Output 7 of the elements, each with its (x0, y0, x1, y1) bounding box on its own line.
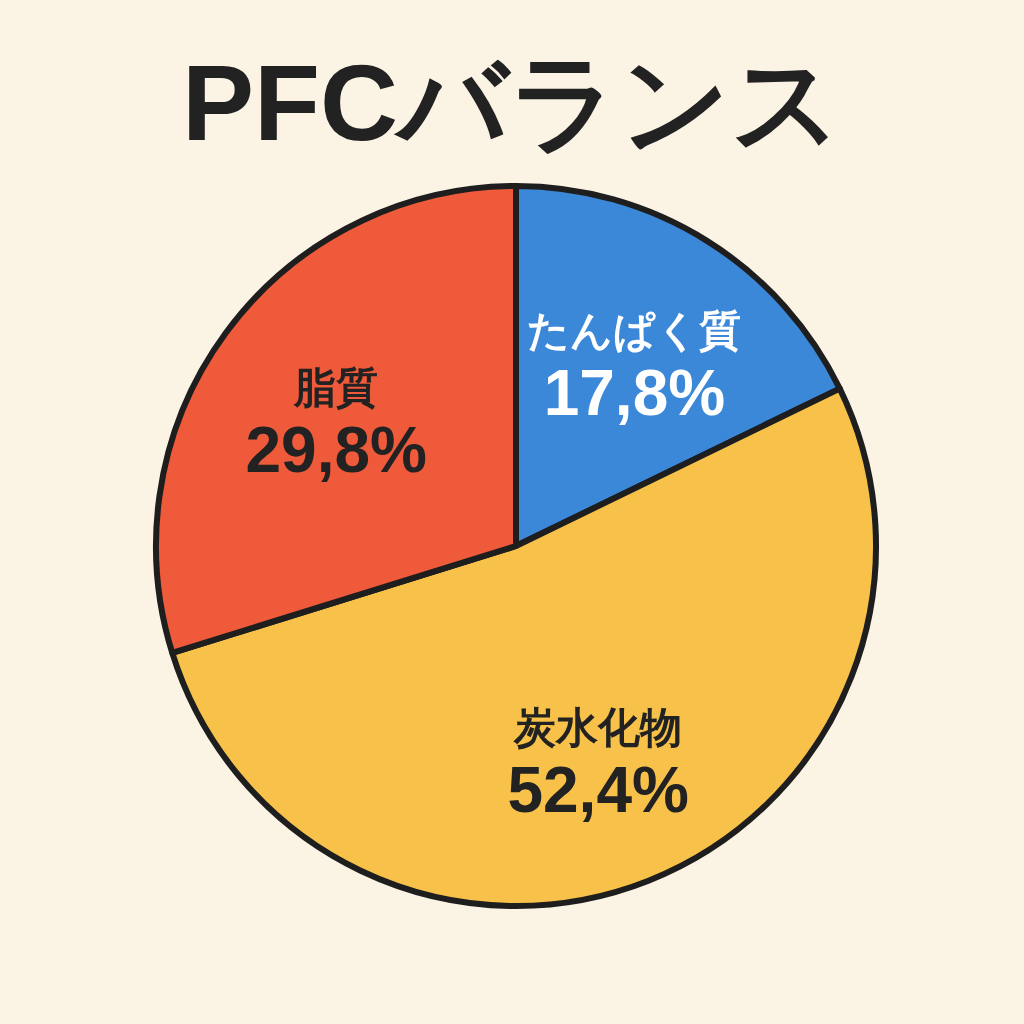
slice-label: たんぱく質 (527, 306, 742, 354)
slice-label: 炭水化物 (513, 703, 683, 751)
data-label: 17,8% (543, 356, 726, 429)
chart-title: PFCバランス (182, 42, 842, 163)
data-label: 52,4% (507, 753, 689, 826)
slice-label: 脂質 (293, 363, 379, 411)
data-label: 29,8% (245, 413, 427, 486)
